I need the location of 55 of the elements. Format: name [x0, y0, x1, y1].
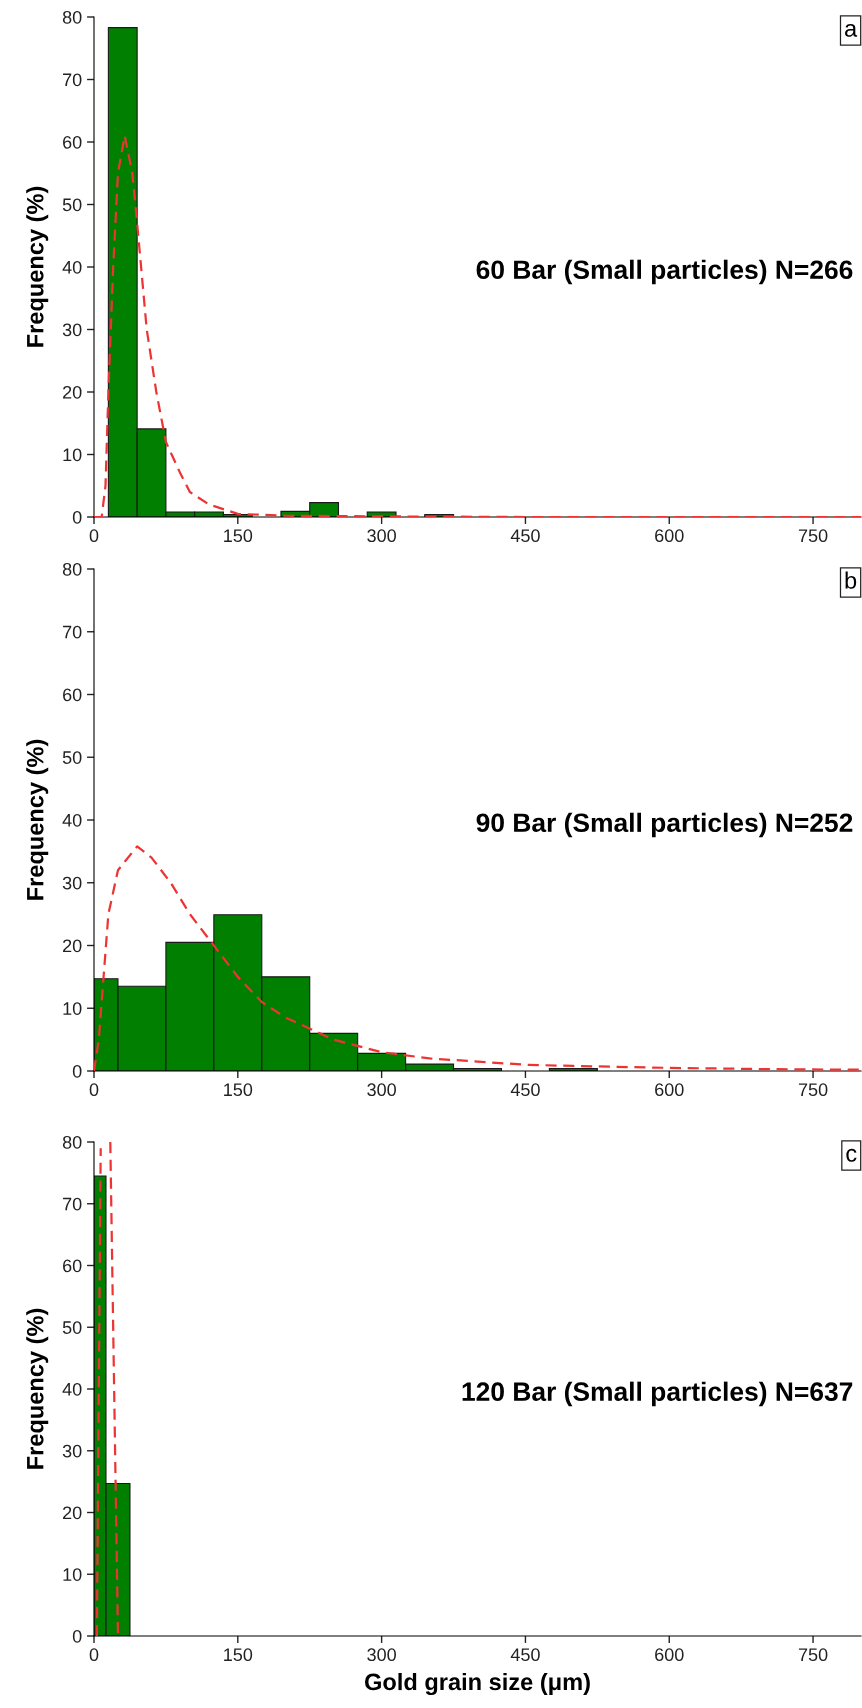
annotation: b — [845, 571, 857, 589]
x-tick-label: 150 — [224, 1083, 253, 1097]
x-tick-label: 600 — [655, 1648, 684, 1662]
y-tick-label: 70 — [63, 1197, 82, 1211]
x-tick-label: 750 — [798, 1083, 828, 1097]
y-tick-label: 10 — [63, 1568, 82, 1581]
y-tick-label: 60 — [63, 135, 82, 149]
y-tick-label: 80 — [62, 562, 82, 576]
y-tick-label: 0 — [72, 1064, 82, 1078]
annotation: 60 Bar (Small particles) N=266 — [476, 259, 853, 285]
y-tick-label: 20 — [63, 939, 82, 953]
y-tick-label: 0 — [72, 1629, 82, 1643]
y-tick-label: 30 — [62, 323, 82, 337]
x-tick-label: 0 — [89, 1083, 99, 1097]
annotation: a — [845, 23, 858, 37]
y-tick-label: 40 — [62, 813, 82, 827]
y-tick-label: 50 — [62, 198, 82, 212]
y-axis-title: Frequency (%) — [26, 186, 49, 347]
x-tick-label: 300 — [367, 1083, 396, 1097]
x-tick-label: 150 — [224, 529, 253, 543]
x-tick-label: 450 — [510, 1083, 540, 1097]
y-tick-label: 50 — [62, 751, 82, 764]
y-tick-label: 70 — [63, 73, 82, 87]
x-tick-label: 0 — [89, 529, 99, 543]
x-tick-label: 0 — [89, 1648, 99, 1662]
y-tick-label: 50 — [62, 1321, 82, 1334]
x-axis-title: Gold grain size (μm) — [364, 1672, 590, 1696]
x-tick-label: 450 — [510, 1648, 540, 1662]
x-tick-label: 450 — [510, 529, 540, 543]
y-tick-label: 70 — [63, 625, 82, 639]
y-tick-label: 40 — [62, 1382, 82, 1396]
x-tick-label: 150 — [224, 1648, 253, 1662]
x-tick-label: 750 — [798, 1648, 828, 1662]
y-tick-label: 10 — [63, 448, 82, 462]
annotation: 90 Bar (Small particles) N=252 — [476, 812, 853, 838]
annotation: c — [846, 1148, 857, 1162]
y-tick-label: 10 — [63, 1002, 82, 1015]
y-tick-label: 60 — [63, 1259, 82, 1273]
y-axis-title: Frequency (%) — [26, 739, 49, 900]
x-tick-label: 300 — [367, 529, 396, 543]
y-tick-label: 0 — [72, 510, 82, 524]
y-tick-label: 40 — [62, 260, 82, 274]
x-tick-label: 300 — [367, 1648, 396, 1662]
y-tick-label: 30 — [62, 1444, 82, 1458]
annotation: 120 Bar (Small particles) N=637 — [462, 1381, 853, 1407]
y-tick-label: 80 — [62, 10, 82, 24]
y-tick-label: 20 — [63, 1506, 82, 1520]
x-tick-label: 600 — [655, 1083, 684, 1097]
y-tick-label: 20 — [63, 385, 82, 399]
y-axis-title: Frequency (%) — [26, 1308, 49, 1469]
y-tick-label: 80 — [62, 1135, 82, 1149]
x-tick-label: 750 — [798, 529, 828, 543]
y-tick-label: 60 — [63, 688, 82, 702]
y-tick-label: 30 — [62, 876, 82, 890]
x-tick-label: 600 — [655, 529, 684, 543]
